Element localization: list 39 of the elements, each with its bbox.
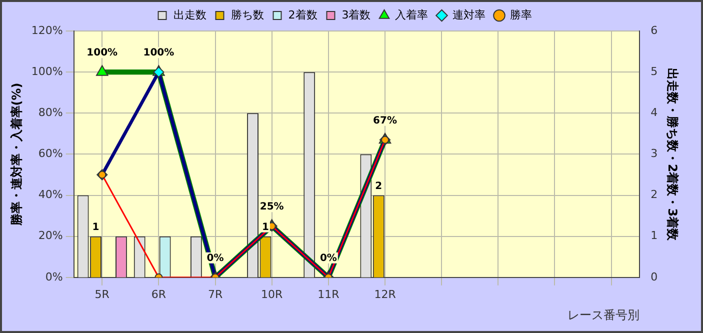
legend-label: 勝ち数: [230, 8, 264, 22]
data-label: 100%: [86, 48, 118, 59]
x-tick-label: 11R: [318, 288, 340, 301]
y-tick-label: 100%: [31, 64, 63, 78]
y-tick-label: 0%: [45, 270, 63, 284]
x-tick-label: 6R: [151, 288, 166, 301]
data-label: 0%: [206, 252, 224, 264]
legend-label: 出走数: [173, 8, 206, 22]
y2-tick-label: 5: [650, 64, 658, 78]
legend-label: 連対率: [452, 8, 486, 22]
x-tick-label: 12R: [374, 288, 396, 301]
y2-tick-label: 3: [650, 147, 658, 160]
data-label: 1: [262, 222, 270, 233]
legend-label: 入着率: [395, 8, 428, 22]
data-label: 67%: [373, 115, 397, 126]
y2-tick-label: 0: [650, 270, 658, 284]
y-tick-label: 120%: [31, 24, 63, 37]
y2-tick-label: 4: [650, 106, 658, 119]
x-axis-title: レース番号別: [568, 308, 640, 322]
y2-tick-label: 6: [650, 24, 658, 37]
x-tick-label: 5R: [94, 288, 110, 301]
y-tick-label: 20%: [38, 229, 63, 242]
y-tick-label: 40%: [38, 188, 63, 202]
data-label: 0%: [320, 252, 337, 264]
data-label: 100%: [143, 48, 174, 59]
y-axis-title: 勝率・連対率・入着率(%): [9, 82, 24, 227]
y2-tick-label: 2: [650, 188, 658, 202]
data-label: 1: [92, 222, 100, 233]
legend-label: 3着数: [342, 8, 371, 22]
x-tick-label: 7R: [208, 288, 223, 301]
legend-label: 勝率: [510, 8, 532, 22]
data-label: 2: [375, 180, 382, 192]
y-tick-label: 60%: [38, 147, 63, 160]
y2-tick-label: 1: [650, 229, 658, 242]
data-label: 25%: [260, 202, 284, 213]
x-tick-label: 10R: [261, 288, 284, 301]
y-tick-label: 80%: [38, 106, 63, 119]
legend-label: 2着数: [288, 8, 318, 22]
y2-axis-title: 出走数・勝ち数・2着数・3着数: [666, 68, 680, 242]
